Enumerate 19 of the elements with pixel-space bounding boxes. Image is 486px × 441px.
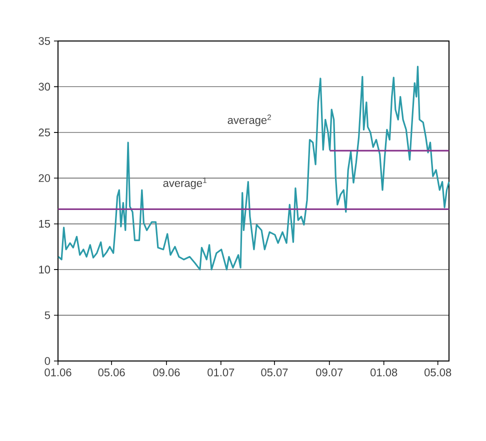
x-tick-label: 05.06 [98,368,125,376]
x-tick-label: 05.08 [424,368,452,376]
y-tick-label: 15 [39,220,50,228]
x-tick-label: 09.06 [153,368,180,376]
y-tick-label: 35 [38,37,50,45]
x-tick-label: 05.07 [261,368,288,376]
y-tick-label: 25 [38,128,50,136]
x-tick-label: 01.07 [208,368,234,376]
x-tick-label: 01.08 [370,368,398,376]
x-tick-label: 01.06 [44,368,72,376]
annotation: average$^{2}$ [228,114,271,126]
line-series [58,66,450,270]
y-tick-label: 5 [44,311,50,320]
annotation: average$^{1}$ [163,178,206,190]
y-tick-label: 30 [38,82,50,91]
y-tick-label: 0 [44,357,50,365]
y-tick-label: 20 [38,174,50,182]
y-tick-label: 10 [39,266,50,274]
x-tick-label: 09.07 [316,368,343,376]
